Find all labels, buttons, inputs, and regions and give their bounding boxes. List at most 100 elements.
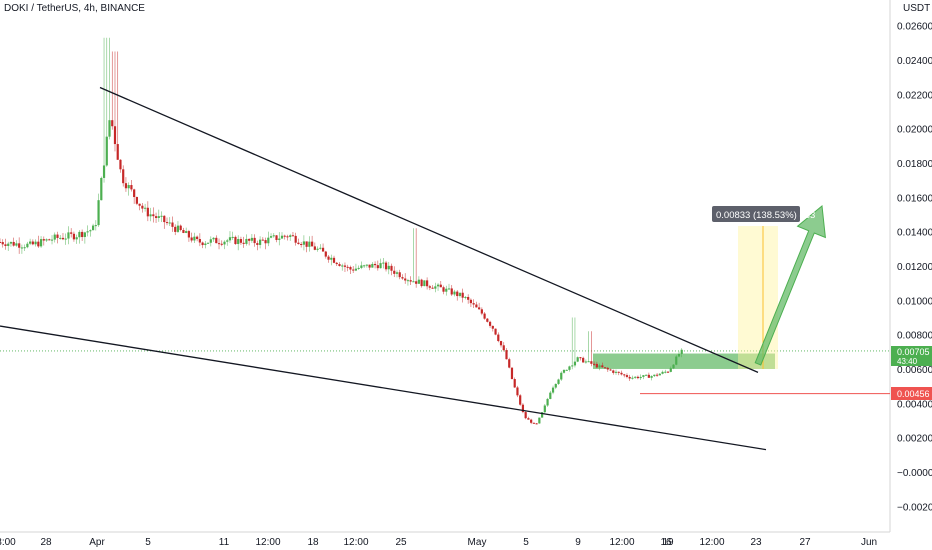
candle-body bbox=[475, 304, 478, 308]
candle-body bbox=[42, 239, 45, 241]
candle-body bbox=[313, 246, 316, 250]
candle-body bbox=[650, 376, 653, 378]
candle-body bbox=[554, 383, 557, 388]
candle-body bbox=[631, 377, 634, 379]
candle-body bbox=[634, 376, 637, 378]
candle-body bbox=[535, 423, 538, 425]
candle-body bbox=[434, 286, 437, 289]
candle-body bbox=[428, 286, 431, 288]
candle-body bbox=[491, 325, 494, 329]
candle-body bbox=[283, 235, 286, 237]
candle-body bbox=[488, 321, 492, 326]
candle-body bbox=[519, 395, 522, 405]
candle-body bbox=[486, 318, 489, 322]
time-tick-label: 5 bbox=[145, 537, 151, 548]
candle-body bbox=[12, 241, 15, 246]
candle-body bbox=[447, 288, 451, 290]
price-tick-label: 0.01400 bbox=[897, 228, 932, 239]
candle-body bbox=[598, 365, 601, 368]
candle-body bbox=[171, 222, 174, 227]
candle-body bbox=[497, 334, 500, 342]
candle-body bbox=[527, 418, 530, 420]
candle-body bbox=[105, 136, 108, 166]
candle-body bbox=[67, 232, 70, 239]
candle-body bbox=[480, 309, 483, 314]
candle-body bbox=[56, 234, 59, 238]
candle-body bbox=[582, 357, 585, 363]
price-tick-label: 0.00400 bbox=[897, 399, 932, 410]
candle-body bbox=[149, 214, 152, 217]
measure-label-text: 0.00833 (138.53%) 833 bbox=[716, 210, 815, 221]
time-tick-label: 12:00 bbox=[609, 537, 634, 548]
candle-body bbox=[198, 239, 201, 243]
candle-body bbox=[18, 243, 21, 248]
candle-body bbox=[426, 280, 429, 287]
candle-body bbox=[146, 207, 149, 217]
lower-trendline bbox=[0, 325, 767, 451]
candle-body bbox=[64, 238, 67, 240]
candle-body bbox=[215, 237, 218, 244]
candle-body bbox=[338, 264, 341, 266]
price-tick-label: 0.02400 bbox=[897, 56, 932, 67]
candle-body bbox=[1, 242, 4, 245]
candle-body bbox=[179, 225, 182, 230]
candle-body bbox=[91, 225, 95, 231]
candle-body bbox=[658, 373, 661, 376]
candle-body bbox=[669, 368, 672, 372]
candle-body bbox=[193, 236, 196, 241]
candle-body bbox=[546, 398, 549, 406]
breakout-zone bbox=[593, 353, 775, 369]
time-tick-label: 23 bbox=[750, 537, 762, 548]
candle-body bbox=[612, 370, 615, 373]
current-price-badge: 0.00705 43:40 bbox=[891, 346, 932, 366]
candle-body bbox=[294, 235, 297, 243]
candle-body bbox=[97, 200, 100, 226]
candle-body bbox=[653, 374, 656, 377]
candle-body bbox=[239, 239, 243, 243]
candle-body bbox=[127, 185, 130, 189]
candle-body bbox=[176, 225, 180, 232]
candle-body bbox=[72, 233, 76, 240]
candle-body bbox=[163, 215, 166, 223]
candle-body bbox=[297, 242, 300, 245]
price-tick-label: 0.01200 bbox=[897, 262, 932, 273]
candle-body bbox=[256, 243, 259, 245]
time-tick-label: 16 bbox=[660, 537, 672, 548]
candle-body bbox=[138, 203, 141, 206]
candle-body bbox=[319, 247, 322, 249]
candle-body bbox=[45, 239, 48, 241]
candle-body bbox=[628, 376, 631, 379]
candle-body bbox=[376, 265, 379, 269]
price-tick-label: 0.01000 bbox=[897, 296, 932, 307]
candle-body bbox=[390, 265, 393, 271]
candle-body bbox=[130, 185, 133, 190]
candle-body bbox=[231, 236, 234, 238]
candle-body bbox=[601, 365, 604, 368]
support-price-value: 0.00456 bbox=[897, 389, 930, 399]
candle-body bbox=[83, 232, 86, 238]
candle-body bbox=[677, 353, 681, 357]
candle-body bbox=[521, 404, 525, 413]
time-tick-label: 12:00 bbox=[699, 537, 724, 548]
candle-body bbox=[302, 241, 305, 245]
candle-body bbox=[442, 287, 445, 292]
candle-body bbox=[382, 262, 385, 264]
candle-body bbox=[395, 272, 399, 274]
candle-body bbox=[672, 364, 675, 369]
candle-body bbox=[119, 159, 122, 170]
candle-body bbox=[645, 374, 648, 376]
candle-body bbox=[250, 237, 253, 241]
price-tick-label: 0.00800 bbox=[897, 331, 932, 342]
candle-body bbox=[7, 243, 10, 246]
candle-body bbox=[75, 237, 78, 240]
candle-body bbox=[393, 270, 396, 274]
price-tick-label: 0.02200 bbox=[897, 90, 932, 101]
candle-body bbox=[157, 216, 160, 218]
candle-body bbox=[29, 241, 32, 244]
candle-body bbox=[384, 262, 388, 270]
candle-body bbox=[48, 239, 51, 241]
candle-body bbox=[565, 369, 568, 371]
candle-body bbox=[406, 280, 410, 282]
candle-body bbox=[560, 372, 563, 380]
